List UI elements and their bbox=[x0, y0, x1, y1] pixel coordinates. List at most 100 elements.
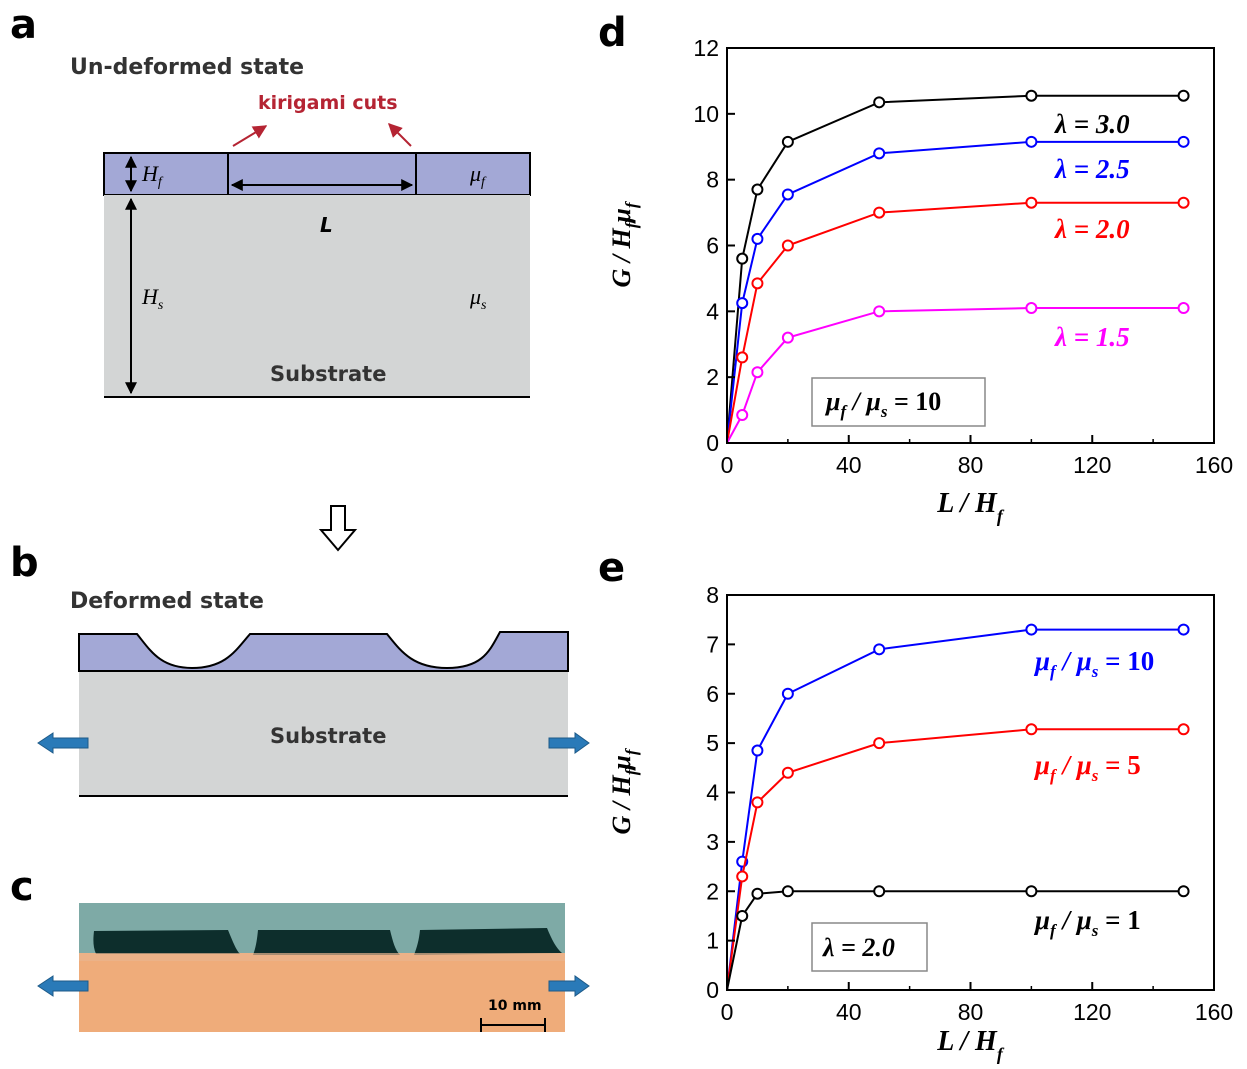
data-point bbox=[873, 885, 886, 898]
data-point bbox=[1025, 135, 1038, 148]
chart-e-annotation: λ = 2.0 bbox=[822, 933, 895, 962]
data-point bbox=[1177, 885, 1190, 898]
cut-arrow-right bbox=[388, 123, 412, 147]
x-tick-label: 80 bbox=[958, 999, 984, 1025]
data-point bbox=[751, 277, 764, 290]
stretch-left-arrow-icon bbox=[37, 732, 89, 754]
deformed-film bbox=[78, 631, 569, 672]
data-point bbox=[736, 870, 749, 883]
x-tick-label: 80 bbox=[958, 452, 984, 478]
data-point bbox=[781, 766, 794, 779]
data-point bbox=[781, 239, 794, 252]
data-point bbox=[781, 188, 794, 201]
chart-e-xlabel: L / Hf bbox=[936, 1026, 1005, 1064]
chart-e-annotation-box bbox=[811, 922, 928, 972]
substrate-label-a: Substrate bbox=[270, 362, 386, 386]
chart-d-legend-2-0: λ = 2.0 bbox=[1054, 214, 1130, 244]
data-point bbox=[873, 96, 886, 109]
y-tick-label: 6 bbox=[706, 681, 719, 707]
data-point bbox=[1025, 302, 1038, 315]
substrate-layer bbox=[104, 195, 530, 397]
data-point bbox=[736, 252, 749, 265]
mu-f-label: μf bbox=[469, 161, 487, 190]
data-point bbox=[873, 305, 886, 318]
y-tick-label: 8 bbox=[706, 167, 719, 193]
data-point bbox=[781, 885, 794, 898]
data-point bbox=[873, 643, 886, 656]
y-tick-label: 2 bbox=[706, 878, 719, 904]
panel-c-photo: 10 mm bbox=[37, 903, 590, 1032]
panel-a-title: Un-deformed state bbox=[70, 55, 304, 80]
panel-label-c: c bbox=[10, 864, 34, 910]
series-line bbox=[726, 628, 1184, 991]
chart-e-legend-1: μf / μs = 1 bbox=[1033, 905, 1141, 940]
x-tick-label: 120 bbox=[1073, 452, 1111, 478]
x-tick-label: 160 bbox=[1195, 452, 1233, 478]
data-point bbox=[781, 331, 794, 344]
substrate-label-b: Substrate bbox=[270, 724, 386, 748]
photo-left-arrow-icon bbox=[37, 975, 89, 997]
data-point bbox=[1025, 196, 1038, 209]
chart-e-legend-10: μf / μs = 10 bbox=[1033, 646, 1154, 681]
hs-label: Hs bbox=[141, 284, 164, 313]
data-point bbox=[1025, 623, 1038, 636]
x-tick-label: 40 bbox=[836, 452, 862, 478]
chart-d-legend-2-5: λ = 2.5 bbox=[1054, 154, 1130, 184]
data-point bbox=[781, 135, 794, 148]
data-point bbox=[1177, 623, 1190, 636]
x-tick-label: 0 bbox=[721, 999, 734, 1025]
hf-label: Hf bbox=[141, 161, 164, 190]
panel-a-undeformed: Un-deformed state kirigami cuts Hf L μf … bbox=[70, 55, 531, 398]
stretch-right-arrow-icon bbox=[548, 732, 590, 754]
photo-segment-2 bbox=[253, 930, 400, 955]
data-point bbox=[1177, 89, 1190, 102]
x-tick-label: 0 bbox=[721, 452, 734, 478]
x-tick-label: 160 bbox=[1195, 999, 1233, 1025]
data-point bbox=[751, 796, 764, 809]
y-tick-label: 5 bbox=[706, 730, 719, 756]
x-tick-label: 40 bbox=[836, 999, 862, 1025]
data-point bbox=[751, 366, 764, 379]
data-point bbox=[1025, 885, 1038, 898]
panel-label-e: e bbox=[598, 545, 626, 591]
y-tick-label: 3 bbox=[706, 829, 719, 855]
y-tick-label: 4 bbox=[706, 298, 719, 324]
chart-d-annotation: μf / μs = 10 bbox=[824, 387, 941, 421]
cut-arrow-left bbox=[232, 125, 268, 147]
mu-s-label: μs bbox=[469, 284, 487, 313]
y-tick-label: 2 bbox=[706, 364, 719, 390]
chart-d-ylabel: G / Hfμf bbox=[607, 200, 641, 287]
y-tick-label: 0 bbox=[706, 977, 719, 1003]
l-label: L bbox=[320, 213, 333, 237]
y-tick-label: 8 bbox=[706, 582, 719, 608]
y-tick-label: 4 bbox=[706, 780, 719, 806]
data-point bbox=[751, 887, 764, 900]
chart-e-legend-5: μf / μs = 5 bbox=[1033, 750, 1141, 785]
y-tick-label: 6 bbox=[706, 233, 719, 259]
data-point bbox=[751, 183, 764, 196]
chart-d-annotation-box bbox=[811, 377, 986, 427]
panel-b-deformed: Deformed state Substrate bbox=[37, 589, 590, 797]
data-point bbox=[736, 909, 749, 922]
data-point bbox=[736, 297, 749, 310]
data-point bbox=[873, 737, 886, 750]
photo-right-arrow-icon bbox=[548, 975, 590, 997]
down-arrow-icon bbox=[318, 505, 358, 552]
data-point bbox=[1025, 89, 1038, 102]
data-point bbox=[1177, 196, 1190, 209]
data-point bbox=[736, 409, 749, 422]
data-point bbox=[1177, 723, 1190, 736]
x-tick-label: 120 bbox=[1073, 999, 1111, 1025]
y-tick-label: 7 bbox=[706, 631, 719, 657]
schematic-diagrams: Un-deformed state kirigami cuts Hf L μf … bbox=[37, 55, 590, 1032]
y-tick-label: 10 bbox=[693, 101, 719, 127]
panel-label-d: d bbox=[598, 10, 627, 56]
data-point bbox=[1025, 723, 1038, 736]
chart-d-xlabel: L / Hf bbox=[936, 488, 1005, 526]
panel-b-title: Deformed state bbox=[70, 589, 264, 614]
data-point bbox=[1177, 302, 1190, 315]
data-point bbox=[751, 744, 764, 757]
data-point bbox=[736, 351, 749, 364]
